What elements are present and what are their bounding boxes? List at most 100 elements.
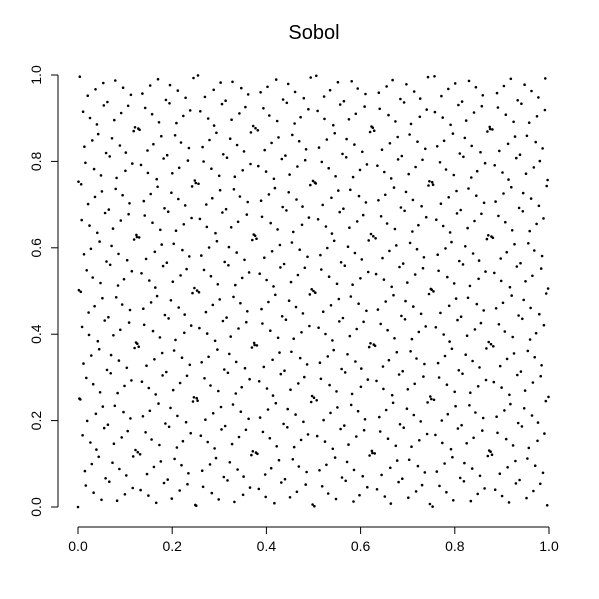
data-point [402,101,406,104]
data-point [141,415,145,418]
data-point [498,149,501,153]
data-point [83,469,87,473]
data-point [196,399,199,403]
data-point [535,222,538,226]
data-point [422,375,425,378]
data-point [218,298,221,301]
data-point [460,100,464,103]
data-point [208,463,212,466]
data-point [268,114,271,117]
data-point [283,477,287,481]
data-point [364,201,368,204]
data-point [136,450,140,454]
data-point [360,258,364,261]
data-point [388,142,392,145]
data-point [79,183,83,186]
data-point [188,109,192,112]
data-point [147,494,150,497]
data-point [498,472,502,476]
data-point [343,264,347,268]
data-point [488,125,492,129]
data-point [113,118,116,122]
data-point [339,261,343,264]
data-point [319,377,323,381]
data-point [133,126,137,129]
data-point [524,172,528,175]
data-point [442,333,446,336]
y-tick-label: 0.0 [28,497,44,517]
data-point [107,208,111,211]
data-point [95,448,98,451]
data-point [225,156,229,159]
data-points [76,74,550,509]
data-point [179,141,183,144]
data-point [457,369,461,372]
data-point [541,471,545,475]
data-point [77,180,80,183]
data-point [424,147,427,151]
data-point [385,85,388,88]
data-point [350,392,354,396]
data-point [164,98,168,102]
y-tick-label: 0.6 [28,238,44,258]
data-point [493,271,496,275]
data-point [217,389,220,393]
data-point [182,223,186,226]
data-point [240,385,243,389]
data-point [92,167,96,171]
data-point [298,356,302,360]
data-point [96,231,99,235]
data-point [144,257,148,261]
data-point [87,311,90,314]
data-point [257,487,261,491]
data-point [353,143,356,146]
data-point [499,257,503,260]
data-point [91,382,95,386]
data-point [193,179,197,182]
data-point [116,391,119,395]
data-point [155,177,158,181]
data-point [311,503,314,506]
data-point [451,132,455,135]
data-point [278,351,281,354]
data-point [233,175,237,178]
data-point [412,305,415,308]
data-point [361,474,365,478]
data-point [293,122,296,125]
data-point [101,296,104,300]
data-point [452,173,456,177]
data-point [137,127,140,130]
data-point [125,366,129,370]
data-point [376,164,379,167]
data-point [118,144,122,147]
data-point [111,461,114,465]
data-point [148,409,152,413]
data-point [174,229,178,232]
data-point [305,363,309,366]
data-point [173,134,177,137]
data-point [460,423,463,427]
data-point [223,368,226,371]
data-point [151,221,154,224]
data-point [446,412,450,416]
data-point [412,90,416,93]
data-point [254,451,258,454]
data-point [523,389,527,392]
data-point [322,418,325,422]
data-point [178,381,182,385]
data-point [231,403,235,406]
data-point [540,254,544,258]
data-point [185,267,188,271]
data-point [250,453,253,457]
data-point [230,442,234,446]
data-point [513,242,516,246]
data-point [297,139,301,143]
data-point [239,301,242,305]
data-point [383,170,386,174]
data-point [292,230,295,234]
data-point [511,335,514,339]
data-point [514,482,518,485]
data-point [292,337,296,341]
data-point [287,299,291,303]
data-point [246,200,249,204]
